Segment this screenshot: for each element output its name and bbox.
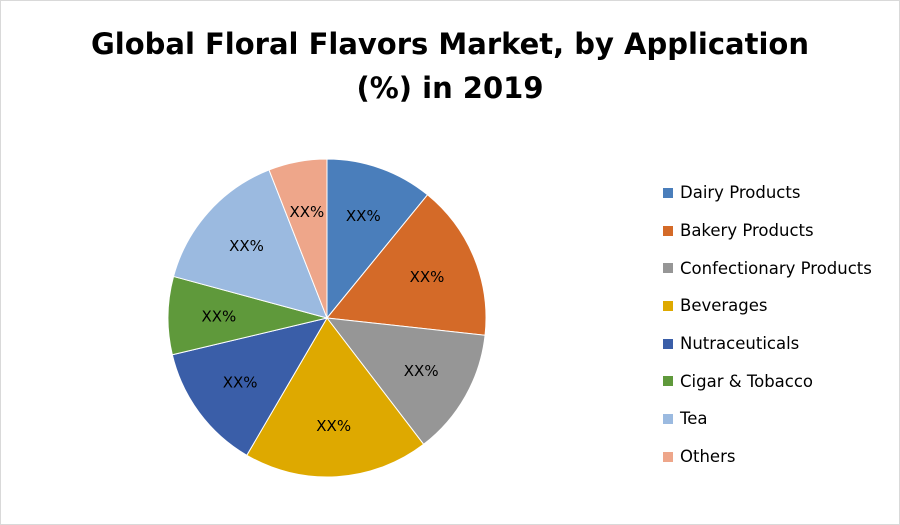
legend-label: Nutraceuticals bbox=[680, 334, 800, 354]
legend-swatch bbox=[663, 451, 673, 462]
legend-item-others: Others bbox=[663, 438, 872, 476]
legend-item-dairy-products: Dairy Products bbox=[663, 174, 872, 212]
pie-data-labels: XX% XX% XX% XX% XX% XX% XX% XX% bbox=[201, 203, 444, 435]
legend-swatch bbox=[663, 338, 673, 349]
legend-swatch bbox=[663, 413, 673, 424]
data-label-cigar-and-tobacco: XX% bbox=[201, 307, 236, 325]
pie-slice-beverages bbox=[246, 317, 425, 478]
legend-label: Cigar & Tobacco bbox=[680, 371, 814, 391]
data-label-others: XX% bbox=[289, 203, 324, 221]
pie-slice-tea bbox=[172, 169, 328, 319]
pie-slice-bakery-products bbox=[326, 194, 487, 336]
legend-swatch bbox=[663, 187, 673, 198]
legend-swatch bbox=[663, 263, 673, 274]
legend-label: Confectionary Products bbox=[680, 258, 872, 278]
legend-label: Others bbox=[680, 447, 736, 467]
data-label-tea: XX% bbox=[229, 237, 264, 255]
legend-label: Beverages bbox=[680, 296, 768, 316]
data-label-dairy-products: XX% bbox=[346, 207, 381, 225]
chart-legend: Dairy Products Bakery Products Confectiona… bbox=[663, 174, 872, 476]
pie-slice-nutraceuticals bbox=[171, 317, 329, 456]
pie-slice-confectionary-products bbox=[325, 317, 486, 445]
pie-slices bbox=[167, 158, 487, 478]
legend-label: Bakery Products bbox=[680, 221, 814, 241]
chart-title-line-1: Global Floral Flavors Market, by Applica… bbox=[90, 27, 810, 61]
legend-item-cigar-and-tobacco: Cigar & Tobacco bbox=[663, 362, 872, 400]
chart-title-line-2: (%) in 2019 bbox=[356, 71, 544, 105]
pie-slice-others bbox=[268, 158, 328, 319]
pie-slice-dairy-products bbox=[326, 158, 429, 320]
legend-item-confectionary-products: Confectionary Products bbox=[663, 249, 872, 287]
legend-item-nutraceuticals: Nutraceuticals bbox=[663, 325, 872, 363]
legend-item-bakery-products: Bakery Products bbox=[663, 212, 872, 250]
legend-item-tea: Tea bbox=[663, 400, 872, 438]
legend-swatch bbox=[663, 300, 673, 311]
legend-swatch bbox=[663, 225, 673, 236]
chart-title: Global Floral Flavors Market, by Applica… bbox=[0, 22, 900, 110]
data-label-bakery-products: XX% bbox=[410, 268, 445, 286]
legend-swatch bbox=[663, 376, 673, 387]
legend-item-beverages: Beverages bbox=[663, 287, 872, 325]
data-label-beverages: XX% bbox=[316, 417, 351, 435]
legend-label: Dairy Products bbox=[680, 183, 801, 203]
legend-label: Tea bbox=[680, 409, 708, 429]
data-label-confectionary-products: XX% bbox=[404, 362, 439, 380]
data-label-nutraceuticals: XX% bbox=[223, 373, 258, 391]
